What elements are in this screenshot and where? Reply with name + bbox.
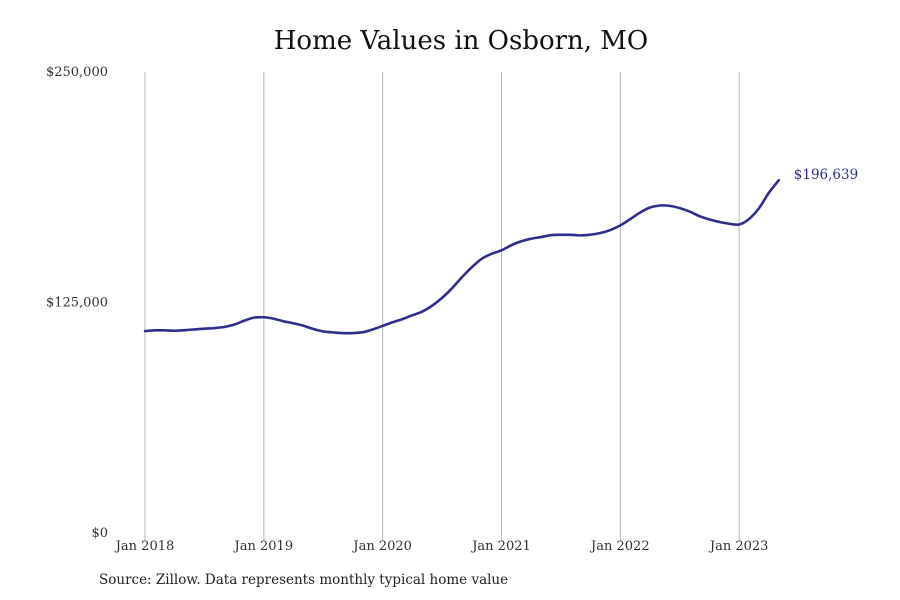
x-tick-label: Jan 2022 <box>589 539 650 554</box>
x-axis: Jan 2018 Jan 2019 Jan 2020 Jan 2021 Jan 2022… <box>114 539 769 554</box>
series-line-0 <box>143 178 781 335</box>
x-tick-label: Jan 2020 <box>351 539 412 554</box>
chart-title: Home Values in Osborn, MO <box>273 26 649 56</box>
end-value-label: $196,639 <box>794 167 858 183</box>
y-tick-label: $0 <box>91 526 108 541</box>
y-axis: $0 $125,000 $250,000 <box>46 65 108 541</box>
y-tick-label: $250,000 <box>46 65 108 80</box>
grid-lines <box>144 72 740 541</box>
x-tick-label: Jan 2019 <box>233 539 294 554</box>
x-tick-label: Jan 2018 <box>114 539 175 554</box>
x-tick-label: Jan 2021 <box>470 539 531 554</box>
source-note: Source: Zillow. Data represents monthly … <box>99 572 509 588</box>
y-tick-label: $125,000 <box>46 296 108 311</box>
x-tick-label: Jan 2023 <box>708 539 769 554</box>
series-layer <box>143 178 781 335</box>
